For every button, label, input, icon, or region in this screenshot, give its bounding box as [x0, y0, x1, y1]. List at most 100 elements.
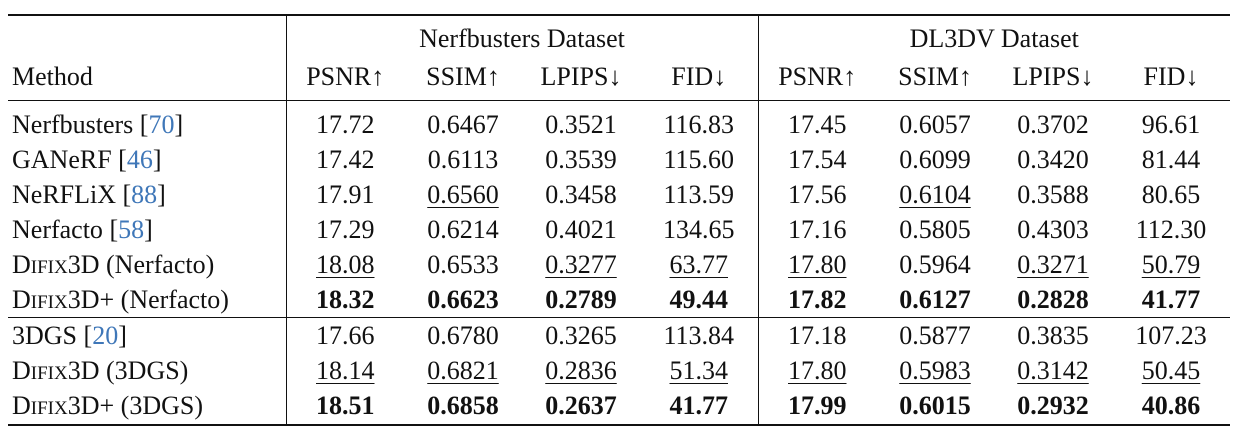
- metric-cell: 17.45: [757, 100, 876, 142]
- best-value: 0.2932: [1017, 391, 1089, 420]
- metric-cell: 0.3835: [994, 317, 1112, 353]
- metric-value: 0.5805: [899, 214, 971, 244]
- method-name: Nerfbusters: [12, 109, 134, 139]
- column-header-ssim: SSIM↑: [404, 54, 522, 101]
- method-name-smallcaps: IFIX: [30, 291, 68, 313]
- metric-cell: 0.6560: [404, 177, 522, 212]
- metric-cell: 18.08: [285, 247, 404, 282]
- metric-cell: 0.3271: [994, 247, 1112, 282]
- metric-cell: 80.65: [1112, 177, 1230, 212]
- citation-link[interactable]: 46: [126, 144, 153, 174]
- metric-cell: 18.14: [285, 353, 404, 388]
- second-best-value: 0.6560: [427, 179, 499, 209]
- metric-value: 17.45: [788, 109, 847, 139]
- second-best-value: 0.3271: [1017, 249, 1089, 279]
- metric-cell: 50.45: [1112, 353, 1230, 388]
- method-name-smallcaps: IFIX: [30, 362, 68, 384]
- metric-cell: 17.54: [757, 142, 876, 177]
- method-cell: 3DGS [20]: [8, 317, 286, 353]
- citation-link[interactable]: 88: [131, 179, 158, 209]
- metric-cell: 0.3265: [522, 317, 640, 353]
- best-value: 17.99: [788, 391, 847, 420]
- metric-cell: 17.80: [757, 247, 876, 282]
- method-cell: DIFIX3D (3DGS): [8, 353, 286, 388]
- best-value: 41.77: [1141, 284, 1201, 314]
- method-name-rest: 3D+ (3DGS): [67, 391, 204, 420]
- metric-value: 0.3588: [1017, 179, 1089, 209]
- metric-cell: 17.91: [285, 177, 404, 212]
- metric-value: 0.6057: [899, 109, 971, 139]
- method-name-initial: D: [12, 391, 31, 420]
- metric-value: 0.3835: [1017, 320, 1089, 350]
- metric-cell: 51.34: [640, 353, 758, 388]
- metric-cell: 17.56: [757, 177, 876, 212]
- metric-value: 107.23: [1135, 320, 1207, 350]
- metric-cell: 0.4303: [994, 212, 1112, 247]
- corner-cell: [8, 14, 286, 54]
- citation-link[interactable]: 20: [92, 320, 119, 350]
- metric-value: 0.5877: [899, 320, 971, 350]
- metric-cell: 113.59: [640, 177, 758, 212]
- metric-cell: 107.23: [1112, 317, 1230, 353]
- metric-value: 0.6113: [427, 144, 499, 174]
- best-value: 49.44: [669, 284, 729, 314]
- metric-value: 0.6533: [427, 249, 499, 279]
- method-name: Nerfacto: [12, 214, 103, 244]
- metric-cell: 0.2836: [522, 353, 640, 388]
- metric-value: 0.6467: [427, 109, 499, 139]
- metric-value: 17.29: [316, 214, 375, 244]
- group-label-dl3dv: DL3DV Dataset: [909, 24, 1079, 53]
- metric-cell: 0.3521: [522, 101, 640, 143]
- second-best-value: 0.3277: [545, 249, 617, 279]
- metric-cell: 0.3588: [994, 177, 1112, 212]
- metric-cell: 0.6780: [404, 317, 522, 353]
- second-best-value: 0.6821: [427, 355, 499, 385]
- metric-cell: 0.2637: [522, 388, 640, 426]
- table-row: DIFIX3D+ (3DGS) 18.51 0.6858 0.2637 41.77 17.…: [8, 388, 1230, 426]
- method-name: NeRFLiX: [12, 179, 116, 209]
- method-cell: DIFIX3D (Nerfacto): [8, 247, 286, 282]
- metric-cell: 50.79: [1112, 247, 1230, 282]
- second-best-value: 17.80: [788, 249, 847, 279]
- second-best-value: 18.14: [316, 355, 375, 385]
- metric-cell: 0.6099: [876, 142, 994, 177]
- best-value: 18.32: [316, 284, 375, 314]
- metric-cell: 0.6467: [404, 101, 522, 143]
- second-best-value: 63.77: [669, 249, 729, 279]
- method-name: 3DGS: [12, 320, 78, 350]
- metric-value: 96.61: [1141, 109, 1201, 139]
- table-row: DIFIX3D (Nerfacto) 18.08 0.6533 0.3277 63.77…: [8, 247, 1230, 282]
- group-label-nerfbusters: Nerfbusters Dataset: [419, 24, 625, 53]
- method-cell: NeRFLiX [88]: [12, 179, 166, 209]
- metric-value: 80.65: [1141, 179, 1201, 209]
- results-table-body: Nerfbusters [70] 17.72 0.6467 0.3521 116.83 1…: [8, 100, 1230, 426]
- table-row: DIFIX3D (3DGS) 18.14 0.6821 0.2836 51.34 17.8…: [8, 353, 1230, 388]
- method-cell: DIFIX3D+ (3DGS): [8, 388, 286, 426]
- best-value: 41.77: [669, 391, 729, 420]
- metric-cell: 0.2828: [994, 282, 1112, 318]
- metric-cell: 17.80: [757, 353, 876, 388]
- method-name-smallcaps: IFIX: [30, 256, 68, 278]
- metric-cell: 0.6533: [404, 247, 522, 282]
- method-cell: Nerfbusters [70]: [12, 109, 184, 139]
- best-value: 0.2789: [545, 284, 617, 314]
- metric-value: 116.83: [663, 109, 735, 139]
- second-best-value: 0.5983: [899, 355, 971, 385]
- best-value: 0.2637: [545, 391, 617, 420]
- group-header-nerfbusters: Nerfbusters Dataset: [285, 14, 758, 54]
- metric-value: 17.56: [788, 179, 847, 209]
- citation-link[interactable]: 70: [148, 109, 175, 139]
- metric-cell: 0.5964: [876, 247, 994, 282]
- metric-cell: 0.6623: [404, 282, 522, 318]
- metric-cell: 17.16: [757, 212, 876, 247]
- metric-cell: 0.5983: [876, 353, 994, 388]
- citation-link[interactable]: 58: [118, 214, 145, 244]
- metric-value: 0.3521: [545, 109, 617, 139]
- table-row: GANeRF [46] 17.42 0.6113 0.3539 115.60 17.54 0…: [8, 142, 1230, 177]
- metric-cell: 63.77: [640, 247, 758, 282]
- metric-cell: 134.65: [640, 212, 758, 247]
- metric-cell: 0.2789: [522, 282, 640, 318]
- table-row: NeRFLiX [88] 17.91 0.6560 0.3458 113.59 17.56…: [8, 177, 1230, 212]
- table-row: Nerfacto [58] 17.29 0.6214 0.4021 134.65 17.1…: [8, 212, 1230, 247]
- column-header-method: Method: [8, 54, 286, 101]
